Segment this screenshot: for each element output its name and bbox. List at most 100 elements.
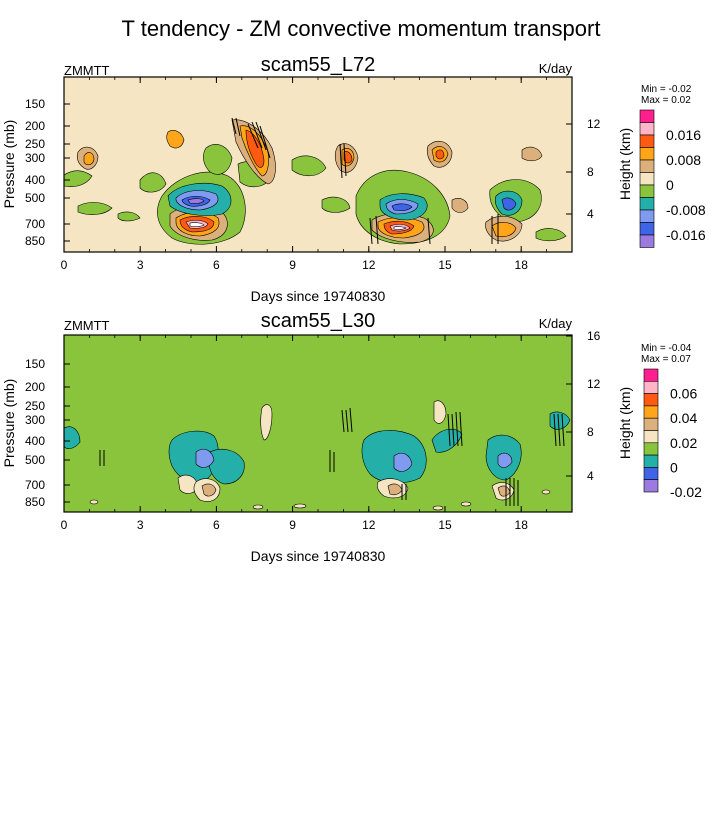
colorbar-swatch [639, 134, 655, 148]
y-tick-label: 150 [25, 357, 45, 371]
dense-contour-lines [99, 407, 565, 506]
min-label: Min = -0.02 [641, 84, 692, 95]
y-axis-label: Pressure (mb) [1, 379, 17, 468]
colorbar-swatch [643, 442, 659, 456]
units-label: K/day [539, 316, 573, 331]
panel-title: scam55_L30 [261, 310, 376, 332]
colorbar: 0.06 0.04 0.02 0 -0.02 [643, 368, 702, 500]
colorbar-swatch [643, 380, 659, 394]
y-tick-label: 500 [25, 453, 45, 467]
y-tick-label: 150 [25, 97, 45, 111]
contour-region-positive [433, 400, 447, 424]
contour-region-zero [139, 172, 167, 193]
units-label: K/day [539, 61, 573, 76]
minor-contours [89, 489, 551, 511]
right-axis-label: Height (km) [617, 128, 633, 200]
colorbar-label: 0.016 [666, 127, 701, 143]
colorbar-label: -0.02 [670, 484, 702, 500]
x-tick-label: 18 [515, 258, 529, 272]
colorbar-swatch [639, 184, 655, 198]
colorbar-label: 0.008 [666, 152, 701, 168]
y-tick-label: 700 [25, 217, 45, 231]
y-tick-label: 300 [25, 413, 45, 427]
height-tick-label: 4 [587, 207, 594, 221]
x-axis-label: Days since 19740830 [251, 288, 386, 304]
contour-region-negative [391, 203, 413, 211]
x-tick-label: 0 [61, 518, 68, 532]
height-tick-label: 8 [587, 165, 594, 179]
contour-region-negative [393, 452, 413, 472]
panel-l72: scam55_L72 ZMMTT K/day [1, 54, 706, 304]
contour-region-negative [497, 452, 513, 468]
colorbar-swatch [639, 122, 655, 136]
colorbar-swatch [639, 222, 655, 236]
colorbar-label: 0 [670, 459, 678, 475]
contour-region-positive [260, 404, 273, 441]
height-tick-label: 16 [587, 329, 601, 343]
x-tick-label: 0 [61, 258, 68, 272]
colorbar-swatch [639, 109, 655, 123]
contour-region-positive [83, 152, 95, 166]
contour-region-negative [187, 198, 205, 204]
colorbar-swatch [643, 417, 659, 431]
contour-region-positive [245, 129, 265, 168]
colorbar-swatch [643, 405, 659, 419]
contour-region-negative [431, 428, 463, 453]
contour-region-zero [321, 196, 351, 213]
y-tick-label: 400 [25, 434, 45, 448]
max-label: Max = 0.02 [641, 95, 691, 106]
y-tick-label: 250 [25, 399, 45, 413]
y-tick-label: 200 [25, 380, 45, 394]
figure-title: T tendency - ZM convective momentum tran… [122, 16, 601, 41]
colorbar-swatch [639, 159, 655, 173]
colorbar-swatch [643, 467, 659, 480]
colorbar-swatch [643, 454, 659, 468]
x-tick-label: 9 [289, 258, 296, 272]
contour-region-negative [208, 449, 245, 485]
contour-region-zero [535, 228, 567, 242]
height-tick-label: 12 [587, 117, 601, 131]
colorbar-swatch [639, 172, 655, 186]
y-axis-label: Pressure (mb) [1, 120, 17, 209]
contour-field [64, 117, 567, 245]
colorbar-swatch [639, 147, 655, 161]
y-tick-label: 250 [25, 137, 45, 151]
x-tick-label: 9 [289, 518, 296, 532]
dense-contour-lines [231, 117, 499, 245]
colorbar-label: 0 [666, 177, 674, 193]
y-tick-label: 400 [25, 173, 45, 187]
panel-l30: scam55_L30 ZMMTT K/day [1, 310, 702, 564]
height-tick-label: 4 [587, 469, 594, 483]
contour-region-positive [451, 198, 469, 213]
x-tick-label: 18 [515, 518, 529, 532]
height-tick-label: 12 [587, 377, 601, 391]
variable-label: ZMMTT [64, 63, 110, 78]
colorbar-label: 0.04 [670, 410, 697, 426]
x-tick-label: 6 [213, 518, 220, 532]
y-tick-label: 300 [25, 151, 45, 165]
contour-region-negative [64, 426, 81, 449]
contour-region-zero [291, 155, 327, 177]
x-tick-label: 3 [137, 518, 144, 532]
contour-region-positive [201, 483, 217, 497]
contour-region-positive [166, 130, 185, 149]
y-tick-label: 850 [25, 495, 45, 509]
plot-background [64, 335, 572, 512]
x-tick-label: 6 [213, 258, 220, 272]
colorbar-swatch [639, 209, 655, 223]
contour-region-zero [117, 211, 141, 222]
x-tick-label: 12 [362, 518, 376, 532]
colorbar-swatch [639, 234, 655, 248]
right-axis-label: Height (km) [617, 387, 633, 459]
y-tick-label: 850 [25, 234, 45, 248]
x-tick-label: 3 [137, 258, 144, 272]
x-tick-label: 12 [362, 258, 376, 272]
x-tick-label: 15 [438, 258, 452, 272]
contour-region-zero [64, 170, 93, 187]
x-axis-label: Days since 19740830 [251, 548, 386, 564]
panel-title: scam55_L72 [261, 54, 376, 76]
